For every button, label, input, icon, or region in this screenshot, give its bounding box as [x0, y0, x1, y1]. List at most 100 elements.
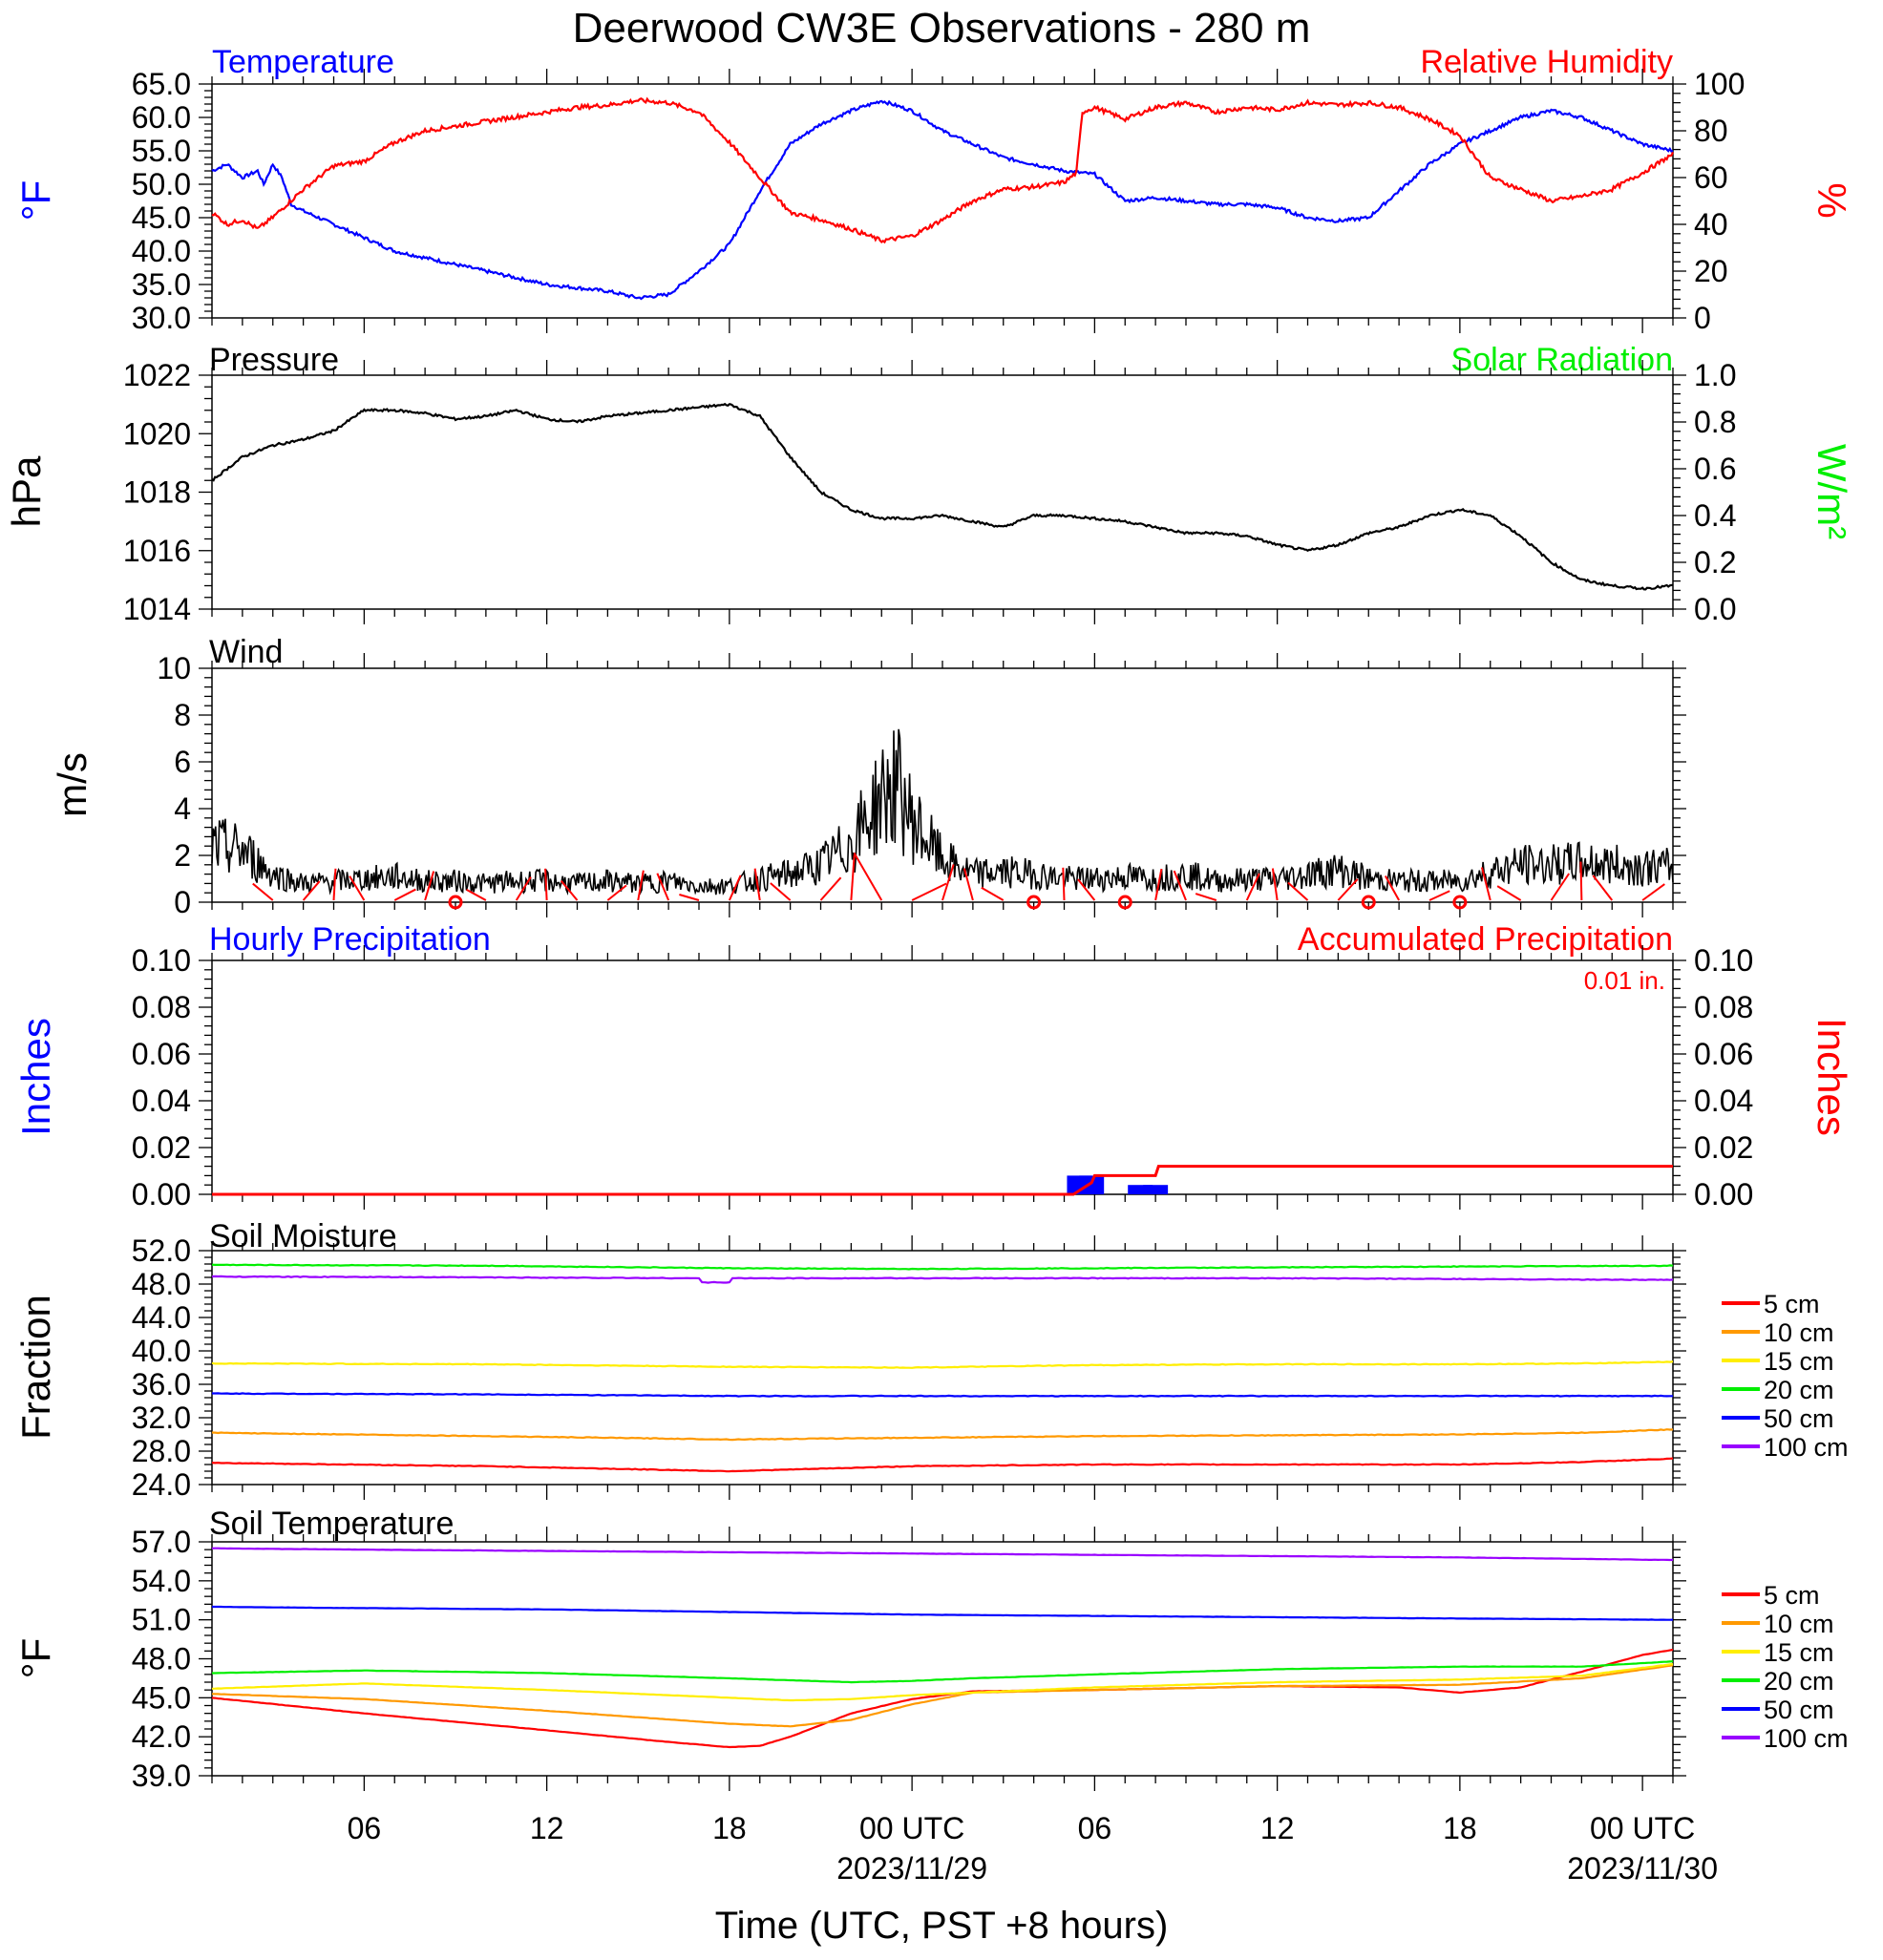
wind-barb [1428, 890, 1450, 901]
pressure-left-tick-label: 1014 [123, 592, 191, 626]
soil-temp-left-tick-label: 51.0 [132, 1603, 191, 1637]
temp-rh-ticks: 65.060.055.050.045.040.035.030.0 100 80 60 4… [132, 67, 1745, 335]
wind-barb [1579, 861, 1583, 901]
legend-label: 5 cm [1764, 1290, 1820, 1318]
pressure-right-tick-label: 0.8 [1694, 405, 1736, 439]
wind-unit: m/s [50, 752, 95, 817]
hourly-precip-bar [1128, 1185, 1153, 1194]
precip-left-tick-label: 0.00 [132, 1177, 191, 1212]
hourly-precip-bar [1143, 1185, 1169, 1194]
precip-right-tick-label: 0.06 [1694, 1037, 1753, 1071]
pressure-right-tick-label: 0.6 [1694, 452, 1736, 486]
accum-precip-label: Accumulated Precipitation [1298, 921, 1673, 958]
soil-temp-lines [211, 1547, 1674, 1749]
soil-moisture-left-tick-label: 44.0 [132, 1300, 191, 1335]
legend-label: 5 cm [1764, 1581, 1820, 1610]
soil-temp-left-tick-label: 57.0 [132, 1525, 191, 1559]
soil-moisture-left-tick-label: 52.0 [132, 1233, 191, 1268]
panel-wind-frame [211, 667, 1674, 903]
precip-right-tick-label: 0.02 [1694, 1130, 1753, 1165]
wind-barb [349, 875, 366, 901]
x-tick-label: 06 [348, 1811, 382, 1845]
wind-calm-marker [448, 895, 463, 910]
temp-rh-right-tick-label: 20 [1694, 254, 1728, 288]
panel-precip-frame [211, 959, 1674, 1195]
soil-series-line-5cm [211, 1648, 1674, 1749]
soil-series-line-15cm [211, 1360, 1674, 1369]
accum-precip-line [212, 1165, 1673, 1196]
temperature-series-line [211, 99, 1674, 301]
x-tick-date-label: 2023/11/29 [836, 1851, 987, 1886]
x-tick-label: 12 [530, 1811, 564, 1845]
soil-moisture-left-tick-label: 24.0 [132, 1467, 191, 1502]
temp-rh-left-tick-label: 50.0 [132, 167, 191, 201]
pressure-right-tick-label: 0.2 [1694, 545, 1736, 580]
soil-moisture-left-tick-label: 28.0 [132, 1434, 191, 1468]
soil-series-line-100cm [211, 1275, 1674, 1284]
wind-barb [850, 854, 856, 901]
humidity-label: Relative Humidity [1420, 44, 1673, 80]
soil-moisture-left-tick-label: 48.0 [132, 1267, 191, 1301]
wind-barb [1245, 873, 1260, 901]
temp-rh-right-tick-label: 80 [1694, 114, 1728, 148]
wind-left-tick-label: 10 [157, 651, 191, 685]
x-axis-labels: 06 12 18 00 UTC 2023/11/29 06 12 18 00 UTC 2023/1… [348, 1811, 1718, 1886]
pressure-right-tick-label: 1.0 [1694, 358, 1736, 392]
wind-barb [656, 873, 670, 901]
wind-barb [1195, 893, 1217, 901]
x-tick-label: 18 [1443, 1811, 1477, 1845]
wind-barb [942, 864, 955, 901]
x-tick-label: 18 [712, 1811, 747, 1845]
wind-barb [679, 894, 700, 901]
hourly-precip-bars [1067, 1175, 1169, 1194]
wind-barb [1592, 875, 1614, 901]
wind-barb [981, 886, 1005, 901]
x-tick-label: 06 [1078, 1811, 1112, 1845]
soil-moisture-unit: Fraction [13, 1295, 58, 1440]
wind-barb [332, 868, 337, 901]
wind-barb [1077, 878, 1096, 901]
soil-temp-label: Soil Temperature [209, 1506, 454, 1542]
temp-rh-right-tick-label: 60 [1694, 160, 1728, 195]
wind-barb [853, 852, 883, 901]
wind-calm-marker [1026, 895, 1042, 910]
precip-right-tick-label: 0.10 [1694, 943, 1753, 978]
soil-series-line-5cm [211, 1457, 1674, 1473]
soil-series-line-20cm [212, 1660, 1674, 1684]
wind-left-tick-label: 6 [174, 745, 191, 779]
wind-left-tick-label: 8 [174, 698, 191, 732]
soil-temp-left-tick-label: 39.0 [132, 1759, 191, 1793]
panel-soil-moisture: Soil Moisture Fraction 52.048.044.040.03… [13, 1218, 1849, 1502]
wind-barb [560, 879, 579, 901]
temp-rh-right-tick-label: 100 [1694, 67, 1745, 101]
legend-label: 20 cm [1764, 1667, 1834, 1696]
wind-barb [515, 876, 532, 901]
precip-right-tick-label: 0.00 [1694, 1177, 1753, 1212]
temp-rh-right-tick-label: 0 [1694, 301, 1711, 335]
wind-ticks: 10 8 6 4 2 0 [157, 651, 1686, 919]
wind-barb [302, 880, 321, 901]
soil-temp-left-tick-label: 45.0 [132, 1680, 191, 1715]
soil-series-line-10cm [211, 1664, 1674, 1728]
solar-unit: W/m² [1809, 444, 1854, 539]
chart-title: Deerwood CW3E Observations - 280 m [573, 5, 1311, 52]
temperature-label: Temperature [212, 44, 394, 80]
wind-barb [911, 882, 947, 901]
x-tick-label: 00 UTC [1590, 1811, 1695, 1845]
precip-right-tick-label: 0.04 [1694, 1084, 1753, 1118]
wind-barb [606, 884, 627, 901]
legend-label: 15 cm [1764, 1638, 1834, 1667]
wind-barb [1062, 867, 1066, 901]
wind-left-tick-label: 0 [174, 885, 191, 919]
wind-barb [637, 870, 645, 901]
soil-series-line-10cm [211, 1428, 1674, 1442]
panel-temp-rh: Temperature Relative Humidity °F % 65.06… [13, 44, 1854, 335]
precip-left-tick-label: 0.10 [132, 943, 191, 978]
pressure-left-tick-label: 1016 [123, 534, 191, 568]
soil-series-line-15cm [211, 1662, 1674, 1702]
panel-soil-temp-frame [211, 1541, 1674, 1777]
temp-rh-left-tick-label: 55.0 [132, 134, 191, 168]
wind-barb [544, 868, 548, 901]
wind-calm-marker [1452, 895, 1468, 910]
